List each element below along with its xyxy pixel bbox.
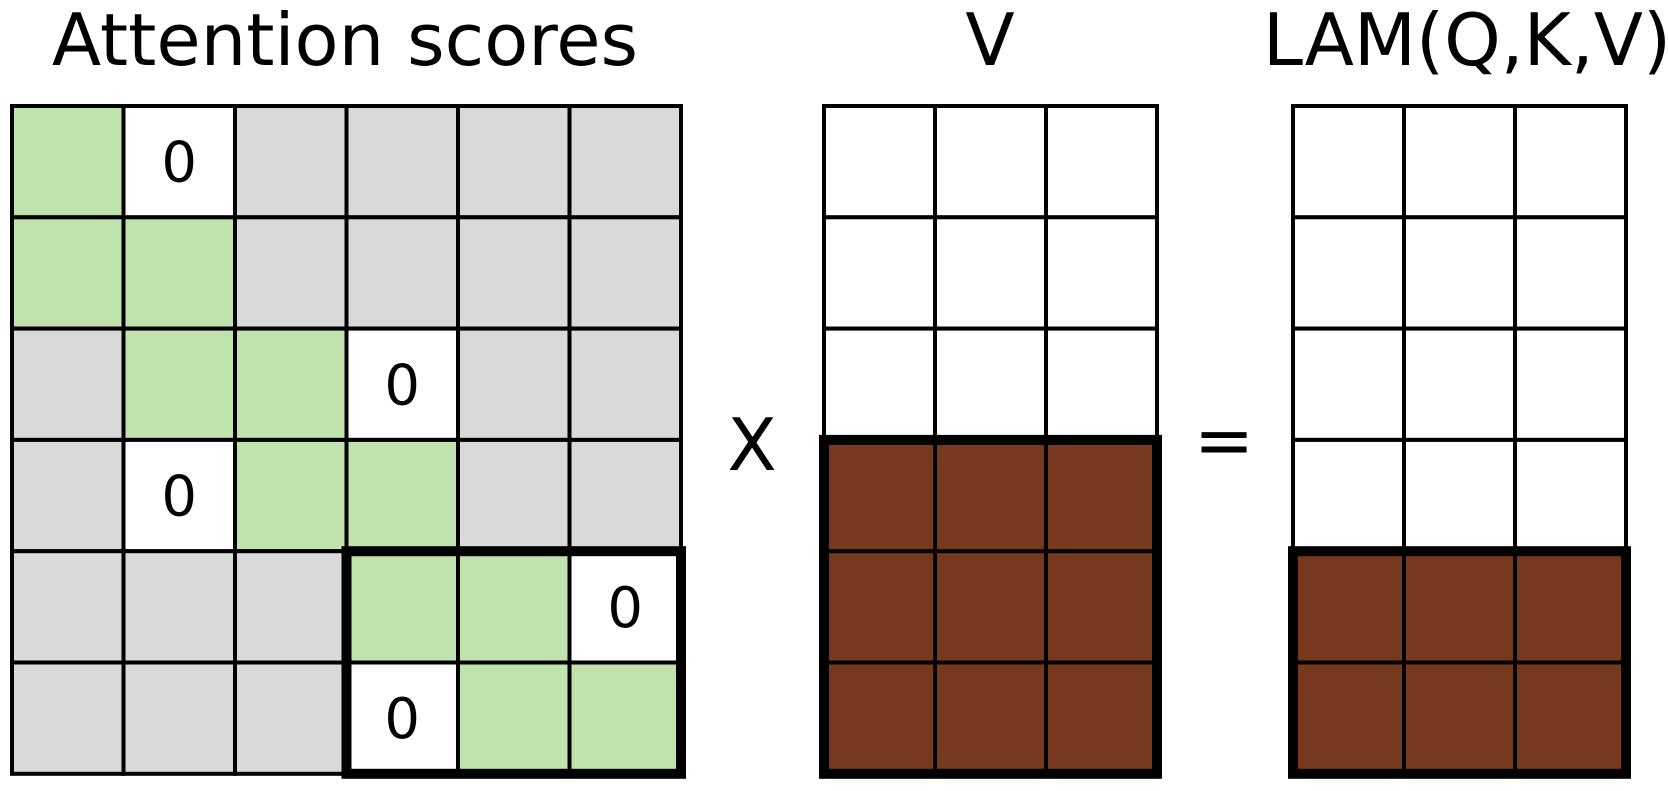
attention-scores-matrix: 0 0 0 0 0 xyxy=(10,104,686,779)
v-cell-r2-c3 xyxy=(1044,215,1159,331)
output-cell-r1-c1 xyxy=(1291,104,1406,220)
attention-cell-r3-c5 xyxy=(456,326,572,442)
attention-cell-r6-c2 xyxy=(121,660,237,776)
equals-operator: = xyxy=(1194,398,1254,482)
attention-cell-r2-c4 xyxy=(344,215,460,331)
attention-highlight-block xyxy=(341,546,686,779)
v-cell-r5-c3 xyxy=(1044,549,1159,665)
attention-cell-r3-c6 xyxy=(567,326,683,442)
attention-cell-r4-c6 xyxy=(567,437,683,554)
v-highlight-block xyxy=(819,434,1162,779)
attention-cell-r3-c1 xyxy=(10,326,126,442)
attention-zero-label-r6-c4: 0 xyxy=(384,687,420,752)
attention-cell-r5-c1 xyxy=(10,549,126,665)
output-cell-r3-c3 xyxy=(1513,326,1628,442)
output-cell-r6-c3 xyxy=(1513,660,1628,776)
attention-cell-r6-c3 xyxy=(233,660,349,776)
v-cell-r1-c3 xyxy=(1044,104,1159,220)
attention-cell-r3-c3 xyxy=(233,326,349,442)
attention-zero-label-r5-c6: 0 xyxy=(607,576,643,641)
attention-zero-label-r4-c2: 0 xyxy=(161,465,197,530)
output-cell-r6-c1 xyxy=(1291,660,1406,776)
v-cell-r2-c2 xyxy=(933,215,1048,331)
attention-zero-label-r1-c2: 0 xyxy=(161,131,197,196)
attention-cell-r2-c5 xyxy=(456,215,572,331)
output-matrix xyxy=(1288,104,1631,779)
attention-cell-r2-c1 xyxy=(10,215,126,331)
output-cell-r4-c1 xyxy=(1291,437,1406,554)
attention-cell-r1-c1 xyxy=(10,104,126,220)
attention-cell-r3-c2 xyxy=(121,326,237,442)
output-cell-r4-c3 xyxy=(1513,437,1628,554)
multiply-operator: X xyxy=(727,403,776,487)
attention-scores-title: Attention scores xyxy=(52,0,638,82)
v-cell-r1-c2 xyxy=(933,104,1048,220)
attention-cell-r1-c4 xyxy=(344,104,460,220)
v-cell-r5-c2 xyxy=(933,549,1048,665)
output-cell-r2-c1 xyxy=(1291,215,1406,331)
attention-cell-r1-c6 xyxy=(567,104,683,220)
attention-cell-r1-c5 xyxy=(456,104,572,220)
attention-cell-r2-c3 xyxy=(233,215,349,331)
attention-cell-r4-c3 xyxy=(233,437,349,554)
attention-cell-r4-c4 xyxy=(344,437,460,554)
output-cell-r5-c2 xyxy=(1402,549,1517,665)
attention-cell-r6-c5 xyxy=(456,660,572,776)
attention-cell-r4-c5 xyxy=(456,437,572,554)
output-cell-r2-c2 xyxy=(1402,215,1517,331)
v-cell-r2-c1 xyxy=(822,215,937,331)
v-cell-r3-c2 xyxy=(933,326,1048,442)
attention-cell-r6-c1 xyxy=(10,660,126,776)
attention-cell-r5-c4 xyxy=(344,549,460,665)
v-cell-r3-c1 xyxy=(822,326,937,442)
v-matrix-title: V xyxy=(965,0,1014,82)
output-cell-r5-c3 xyxy=(1513,549,1628,665)
v-cell-r6-c2 xyxy=(933,660,1048,776)
output-matrix-title: LAM(Q,K,V) xyxy=(1263,0,1668,82)
output-highlight-block xyxy=(1288,546,1631,779)
v-cell-r6-c3 xyxy=(1044,660,1159,776)
output-cell-r2-c3 xyxy=(1513,215,1628,331)
output-cell-r3-c2 xyxy=(1402,326,1517,442)
output-cell-r3-c1 xyxy=(1291,326,1406,442)
v-cell-r5-c1 xyxy=(822,549,937,665)
attention-cell-r1-c3 xyxy=(233,104,349,220)
v-matrix xyxy=(819,104,1162,779)
attention-cell-r5-c5 xyxy=(456,549,572,665)
attention-cell-r2-c6 xyxy=(567,215,683,331)
v-cell-r4-c2 xyxy=(933,437,1048,554)
attention-cell-r6-c6 xyxy=(567,660,683,776)
v-cell-r3-c3 xyxy=(1044,326,1159,442)
attention-cell-r5-c3 xyxy=(233,549,349,665)
attention-zero-label-r3-c4: 0 xyxy=(384,353,420,418)
output-cell-r4-c2 xyxy=(1402,437,1517,554)
attention-cell-r5-c2 xyxy=(121,549,237,665)
output-cell-r1-c3 xyxy=(1513,104,1628,220)
attention-cell-r2-c2 xyxy=(121,215,237,331)
v-cell-r4-c1 xyxy=(822,437,937,554)
output-cell-r5-c1 xyxy=(1291,549,1406,665)
v-cell-r4-c3 xyxy=(1044,437,1159,554)
output-cell-r6-c2 xyxy=(1402,660,1517,776)
attention-cell-r4-c1 xyxy=(10,437,126,554)
attention-cell-r1-c2 xyxy=(121,104,237,220)
v-cell-r1-c1 xyxy=(822,104,937,220)
output-cell-r1-c2 xyxy=(1402,104,1517,220)
v-cell-r6-c1 xyxy=(822,660,937,776)
